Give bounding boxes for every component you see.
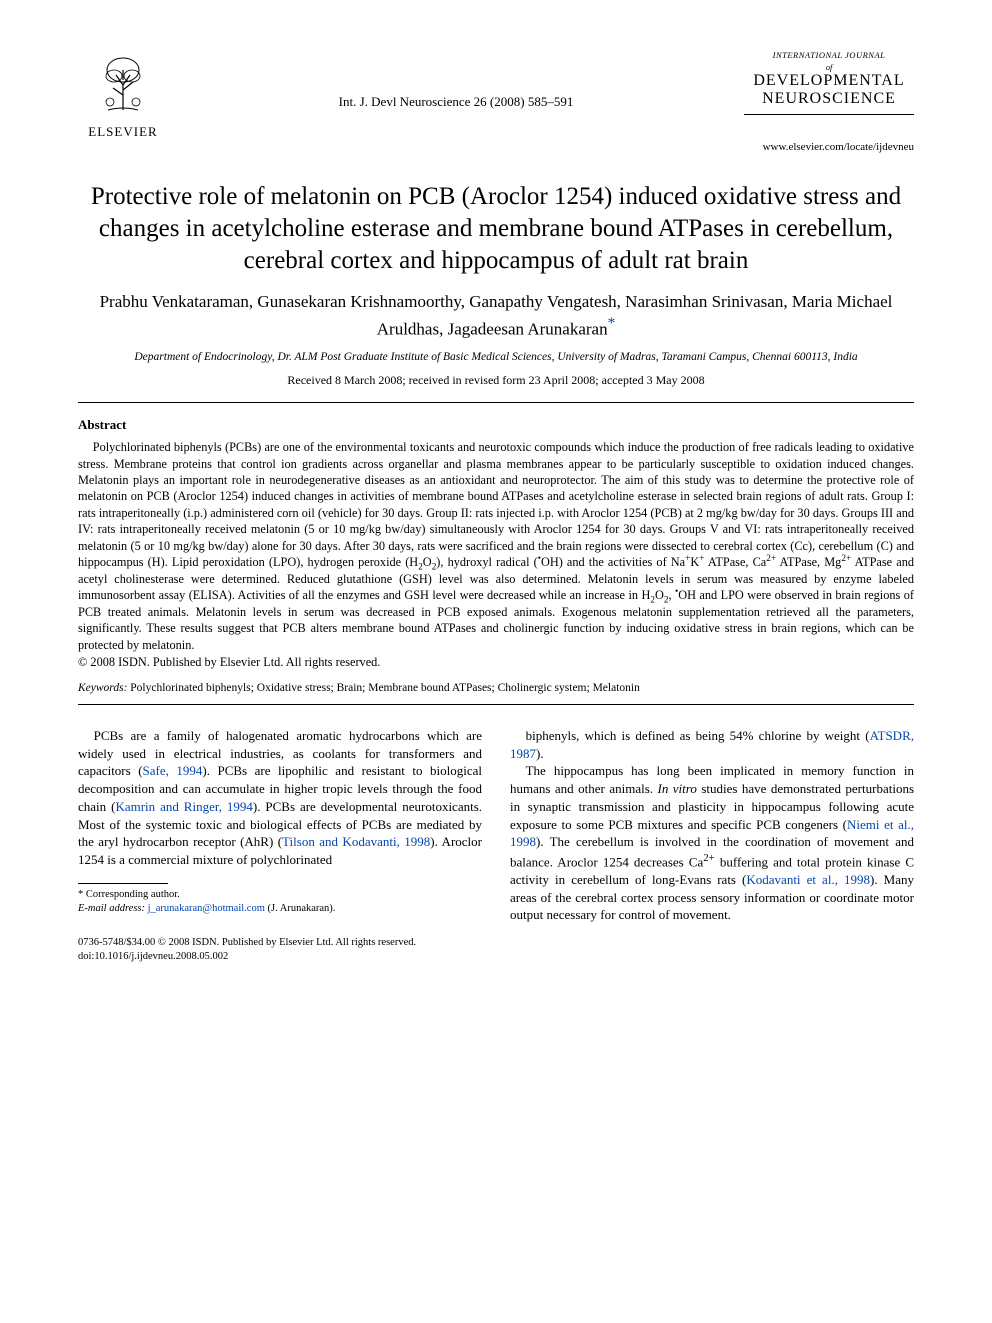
journal-line3: DEVELOPMENTAL	[744, 72, 914, 90]
journal-title-box: INTERNATIONAL JOURNAL of DEVELOPMENTAL N…	[744, 50, 914, 115]
rule-above-abstract	[78, 402, 914, 403]
abstract-body: Polychlorinated biphenyls (PCBs) are one…	[78, 439, 914, 653]
keywords-text: Polychlorinated biphenyls; Oxidative str…	[127, 682, 639, 694]
corresponding-label: * Corresponding author.	[78, 888, 482, 902]
journal-reference: Int. J. Devl Neuroscience 26 (2008) 585–…	[168, 50, 744, 110]
right-column: biphenyls, which is defined as being 54%…	[510, 727, 914, 924]
elsevier-tree-icon	[88, 50, 158, 120]
email-label: E-mail address:	[78, 903, 145, 914]
corresponding-author-footnote: * Corresponding author. E-mail address: …	[78, 888, 482, 916]
corresponding-separator	[78, 883, 168, 884]
publisher-block: ELSEVIER	[78, 50, 168, 140]
publisher-name: ELSEVIER	[88, 124, 157, 140]
header: ELSEVIER Int. J. Devl Neuroscience 26 (2…	[78, 50, 914, 153]
left-column: PCBs are a family of halogenated aromati…	[78, 727, 482, 924]
authors: Prabhu Venkataraman, Gunasekaran Krishna…	[78, 291, 914, 342]
journal-line2: of	[744, 62, 914, 72]
keywords-label: Keywords:	[78, 682, 127, 694]
body-columns: PCBs are a family of halogenated aromati…	[78, 727, 914, 924]
affiliation: Department of Endocrinology, Dr. ALM Pos…	[78, 350, 914, 366]
footer-doi: doi:10.1016/j.ijdevneu.2008.05.002	[78, 950, 914, 964]
abstract-heading: Abstract	[78, 417, 914, 433]
authors-text: Prabhu Venkataraman, Gunasekaran Krishna…	[100, 292, 893, 339]
rule-below-keywords	[78, 704, 914, 705]
corresponding-marker[interactable]: *	[608, 315, 616, 332]
article-title: Protective role of melatonin on PCB (Aro…	[88, 181, 904, 277]
journal-box-rule	[744, 114, 914, 115]
journal-line4: NEUROSCIENCE	[744, 90, 914, 108]
corresponding-email-name: (J. Arunakaran).	[265, 903, 336, 914]
abstract-copyright: © 2008 ISDN. Published by Elsevier Ltd. …	[78, 655, 914, 670]
corresponding-email[interactable]: j_arunakaran@hotmail.com	[148, 903, 265, 914]
footer-line1: 0736-5748/$34.00 © 2008 ISDN. Published …	[78, 936, 914, 950]
body-para-right-2: The hippocampus has long been implicated…	[510, 762, 914, 923]
journal-url[interactable]: www.elsevier.com/locate/ijdevneu	[744, 141, 914, 153]
footer: 0736-5748/$34.00 © 2008 ISDN. Published …	[78, 936, 914, 964]
journal-brand-block: INTERNATIONAL JOURNAL of DEVELOPMENTAL N…	[744, 50, 914, 153]
journal-line1: INTERNATIONAL JOURNAL	[744, 50, 914, 60]
body-para-right-1: biphenyls, which is defined as being 54%…	[510, 727, 914, 762]
keywords: Keywords: Polychlorinated biphenyls; Oxi…	[78, 682, 914, 694]
body-para-left-1: PCBs are a family of halogenated aromati…	[78, 727, 482, 868]
article-dates: Received 8 March 2008; received in revis…	[78, 373, 914, 388]
page: ELSEVIER Int. J. Devl Neuroscience 26 (2…	[0, 0, 992, 1004]
